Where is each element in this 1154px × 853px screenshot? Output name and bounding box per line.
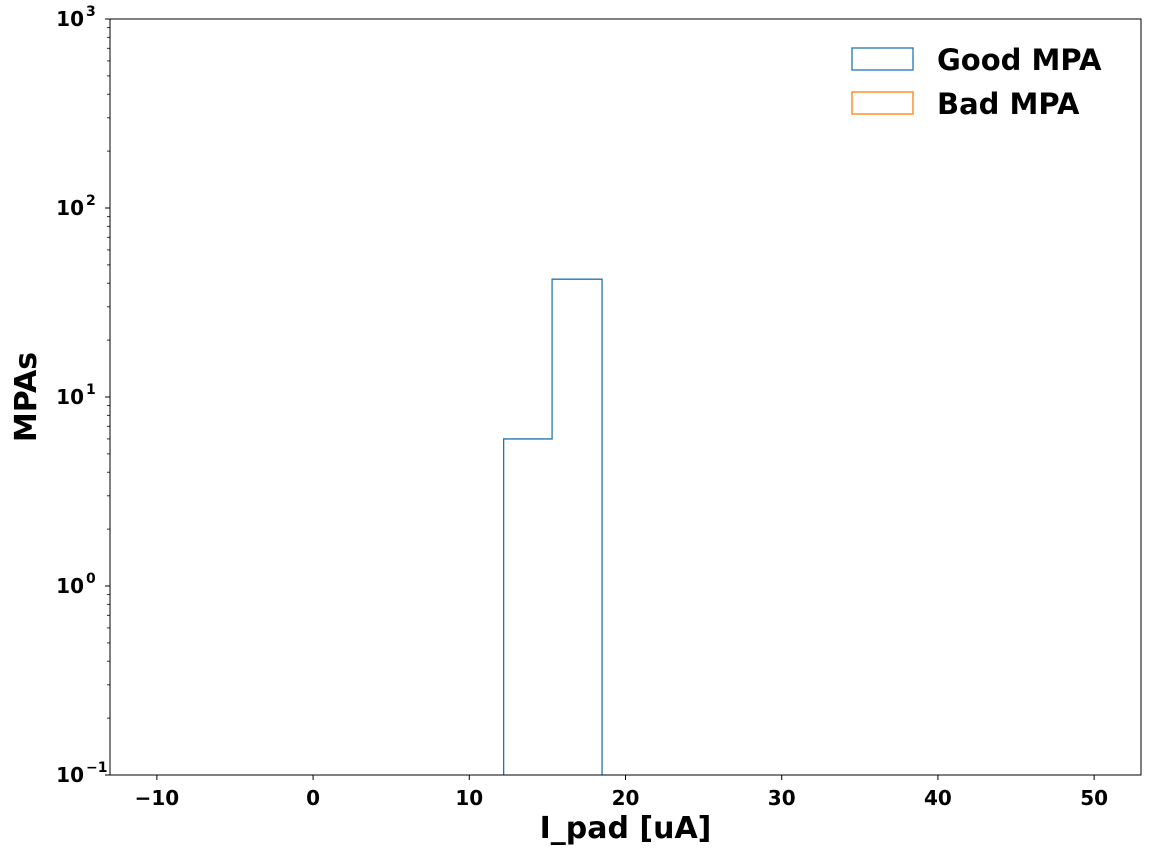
x-axis-label: I_pad [uA] xyxy=(540,811,712,846)
y-tick-exponent: 3 xyxy=(86,4,96,20)
y-tick-exponent: 2 xyxy=(86,193,96,209)
legend-label-1: Bad MPA xyxy=(937,87,1080,121)
y-tick-label: 10 xyxy=(56,574,84,598)
y-tick-exponent: −1 xyxy=(86,760,107,776)
bars-layer xyxy=(503,278,603,775)
x-tick-label: −10 xyxy=(135,786,180,810)
x-tick-label: 20 xyxy=(612,786,640,810)
y-axis-label: MPAs xyxy=(9,352,44,442)
histogram-series-0 xyxy=(503,278,603,775)
x-tick-label: 50 xyxy=(1080,786,1108,810)
legend-swatch-1 xyxy=(851,91,914,115)
legend: Good MPA Bad MPA xyxy=(851,43,1102,121)
y-tick-label: 10 xyxy=(56,7,84,31)
y-tick-label: 10 xyxy=(56,196,84,220)
x-tick-label: 10 xyxy=(455,786,483,810)
x-tick-label: 30 xyxy=(768,786,796,810)
y-tick-label: 10 xyxy=(56,763,84,787)
legend-label-0: Good MPA xyxy=(937,43,1102,77)
plot-area xyxy=(110,19,1141,775)
x-axis: −10 0 10 20 30 40 50 xyxy=(135,775,1108,810)
y-tick-label: 10 xyxy=(56,385,84,409)
y-tick-exponent: 0 xyxy=(86,571,96,587)
legend-swatch-0 xyxy=(851,47,914,71)
x-tick-label: 0 xyxy=(306,786,320,810)
x-tick-label: 40 xyxy=(924,786,952,810)
y-tick-exponent: 1 xyxy=(86,382,96,398)
